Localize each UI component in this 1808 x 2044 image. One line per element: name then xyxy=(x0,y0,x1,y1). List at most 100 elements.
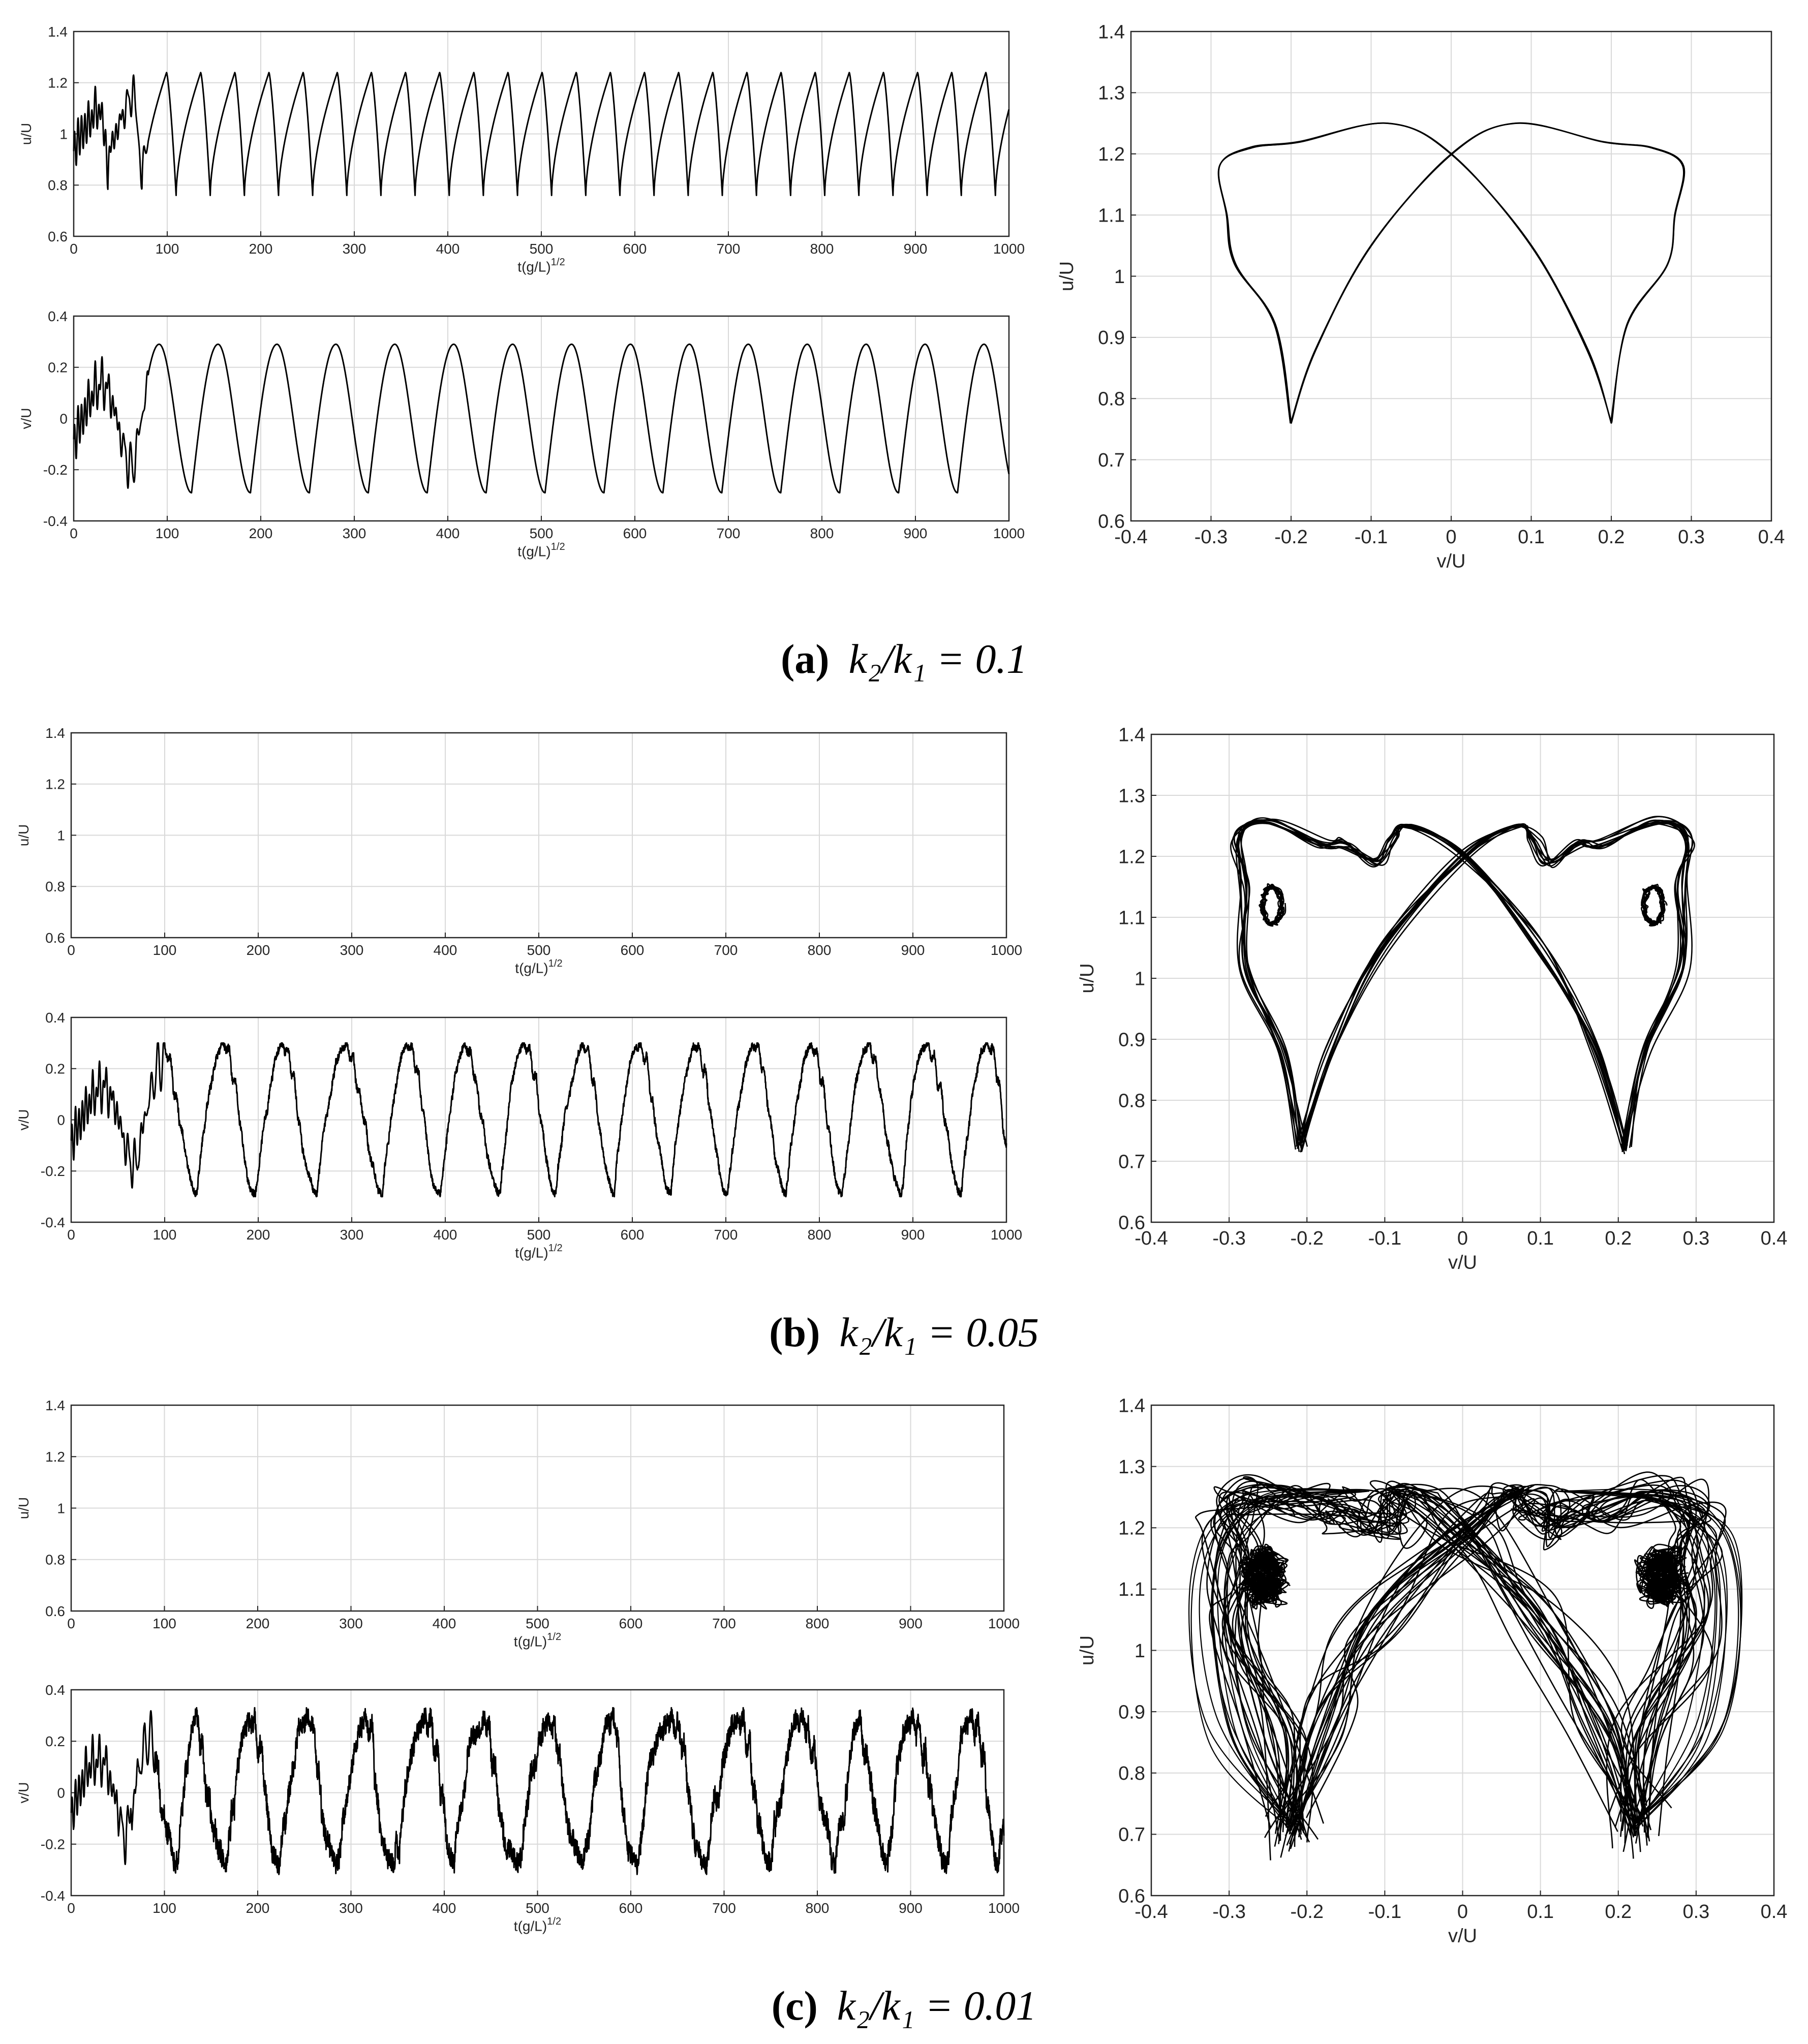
c-phase-trajectory-54 xyxy=(1206,1491,1630,1843)
a-phase-xtick-label-7: 0.3 xyxy=(1678,527,1705,548)
c-phase-xtick-label-8: 0.4 xyxy=(1761,1901,1788,1923)
c-phase-trajectory-74 xyxy=(1235,1484,1644,1841)
c-phase-xlabel: v/U xyxy=(1448,1926,1477,1947)
c-v-time-xtick-label-1: 100 xyxy=(152,1900,176,1916)
c-phase-trajectory-85 xyxy=(1639,1547,1689,1599)
b-phase-trajectory-37 xyxy=(1642,884,1668,927)
b-v-time-xtick-label-10: 1000 xyxy=(991,1227,1022,1243)
c-u-time-ytick-label-0: 0.6 xyxy=(45,1603,65,1619)
c-v-time-ytick-label-0: -0.4 xyxy=(41,1888,65,1904)
b-v-time-xtick-label-5: 500 xyxy=(527,1227,551,1243)
c-v-time-ytick-label-3: 0.2 xyxy=(45,1733,65,1749)
b-u-time-ytick-label-1: 0.8 xyxy=(45,879,65,894)
a-u-time-ytick-label-1: 0.8 xyxy=(48,177,68,193)
c-v-time-xtick-label-2: 200 xyxy=(246,1900,270,1916)
b-phase-xtick-label-0: -0.4 xyxy=(1135,1228,1168,1249)
a-u-time-xtick-label-3: 300 xyxy=(343,241,366,257)
c-v-time-ytick-label-2: 0 xyxy=(57,1785,65,1801)
b-phase-ytick-label-2: 0.8 xyxy=(1118,1090,1145,1111)
a-v-time-xtick-label-6: 600 xyxy=(623,525,647,541)
a-v-time-xtick-label-10: 1000 xyxy=(993,525,1025,541)
c-phase-trajectory-89 xyxy=(1223,1490,1369,1830)
caption-c: (c) k₂/k₁ = 0.01 xyxy=(0,1982,1808,2030)
c-phase-trajectory-58 xyxy=(1201,1482,1618,1832)
b-phase-ytick-label-0: 0.6 xyxy=(1118,1212,1145,1233)
a-u-time-series-line xyxy=(73,72,1010,196)
b-phase-xtick-label-7: 0.3 xyxy=(1682,1228,1709,1249)
c-phase-trajectory-64 xyxy=(1280,1484,1718,1858)
c-v-time-xtick-label-0: 0 xyxy=(67,1900,75,1916)
a-phase-ytick-label-5: 1.1 xyxy=(1098,205,1125,226)
a-v-time-xtick-label-5: 500 xyxy=(530,525,554,541)
a-u-time-xtick-label-10: 1000 xyxy=(993,241,1025,257)
a-phase-xtick-label-3: -0.1 xyxy=(1355,527,1388,548)
caption-b-label: (b) xyxy=(769,1309,820,1355)
b-phase-trajectory-36 xyxy=(1299,821,1693,1153)
b-phase-trajectory-39 xyxy=(1259,883,1286,927)
b-u-time-frame xyxy=(70,732,1007,939)
c-phase-trajectory-32 xyxy=(1289,1490,1690,1845)
c-u-time-xtick-label-9: 900 xyxy=(899,1616,923,1631)
b-u-time-ylabel: u/U xyxy=(16,824,32,847)
c-phase-ytick-label-2: 0.8 xyxy=(1118,1763,1145,1784)
b-v-time-xlabel: t(g/L)1/2 xyxy=(515,1243,562,1261)
c-phase-trajectory-92 xyxy=(1556,1489,1741,1823)
b-v-time-xtick-label-2: 200 xyxy=(247,1227,270,1243)
c-phase-trajectory-52 xyxy=(1288,1485,1695,1852)
c-u-time-ytick-label-2: 1 xyxy=(57,1500,65,1516)
a-phase-ytick-label-3: 0.9 xyxy=(1098,327,1125,349)
b-phase-ytick-label-7: 1.3 xyxy=(1118,785,1145,807)
a-v-time-xtick-label-1: 100 xyxy=(156,525,179,541)
b-phase-frame xyxy=(1150,733,1775,1223)
c-phase-trajectory-103 xyxy=(1227,1490,1369,1825)
b-u-time-xtick-label-5: 500 xyxy=(527,942,551,958)
a-u-time-xtick-label-9: 900 xyxy=(904,241,928,257)
c-phase-trajectory-102 xyxy=(1556,1490,1739,1825)
b-u-time-xtick-label-2: 200 xyxy=(247,942,270,958)
c-phase-ytick-label-6: 1.2 xyxy=(1118,1518,1145,1539)
a-phase-trajectory-4 xyxy=(1290,122,1684,424)
caption-c-label: (c) xyxy=(771,1983,818,2029)
a-phase-ylabel: u/U xyxy=(1056,261,1078,291)
c-phase-ytick-label-4: 1 xyxy=(1135,1640,1145,1662)
c-u-time-xtick-label-4: 400 xyxy=(433,1616,456,1631)
b-v-time-series-line xyxy=(70,1042,1007,1198)
a-phase-ytick-label-2: 0.8 xyxy=(1098,389,1125,410)
b-v-time-ytick-label-3: 0.2 xyxy=(45,1061,65,1077)
c-phase-trajectory-77 xyxy=(1645,1554,1677,1600)
b-v-time-ytick-label-1: -0.2 xyxy=(41,1163,65,1179)
b-phase-ylabel: u/U xyxy=(1077,963,1098,993)
c-u-time-ytick-label-1: 0.8 xyxy=(45,1552,65,1568)
a-phase-xtick-label-6: 0.2 xyxy=(1598,527,1625,548)
caption-b: (b) k₂/k₁ = 0.05 xyxy=(0,1309,1808,1356)
a-phase-xtick-label-1: -0.3 xyxy=(1194,527,1228,548)
c-phase-trajectory-106 xyxy=(1556,1490,1716,1831)
c-phase-trajectory-107 xyxy=(1199,1490,1369,1830)
c-phase-trajectory-87 xyxy=(1241,1545,1288,1608)
b-u-time-xlabel: t(g/L)1/2 xyxy=(515,958,562,976)
a-u-time-xtick-label-5: 500 xyxy=(530,241,554,257)
a-v-time-xtick-label-2: 200 xyxy=(249,525,273,541)
c-u-time-axes: 0 100 200 300 400 500 600 700 800 900 1000 0.6 0.8 1 1… xyxy=(16,1398,1020,1650)
b-v-time-frame xyxy=(70,1016,1007,1223)
a-phase-xlabel: v/U xyxy=(1437,551,1466,572)
c-phase-trajectory-48 xyxy=(1298,1489,1706,1838)
b-v-time-xtick-label-4: 400 xyxy=(434,1227,457,1243)
a-v-time-xtick-label-4: 400 xyxy=(436,525,460,541)
b-v-time-ytick-label-4: 0.4 xyxy=(45,1010,65,1026)
c-u-time-xlabel: t(g/L)1/2 xyxy=(514,1631,561,1650)
b-phase-ytick-label-6: 1.2 xyxy=(1118,846,1145,868)
a-phase-trajectory-5 xyxy=(1217,122,1612,424)
c-u-time-xtick-label-7: 700 xyxy=(712,1616,736,1631)
b-phase-xtick-label-1: -0.3 xyxy=(1212,1228,1245,1249)
b-v-time-ytick-label-2: 0 xyxy=(57,1112,65,1128)
a-phase-ytick-label-1: 0.7 xyxy=(1098,450,1125,471)
b-phase-ytick-label-3: 0.9 xyxy=(1118,1029,1145,1050)
c-v-time-frame xyxy=(70,1689,1005,1897)
b-u-time-ytick-label-0: 0.6 xyxy=(45,930,65,946)
c-phase-xtick-label-2: -0.2 xyxy=(1291,1901,1324,1923)
b-v-time-xtick-label-8: 800 xyxy=(808,1227,832,1243)
b-phase-trajectory-2 xyxy=(1232,821,1625,1150)
c-phase-trajectory-62 xyxy=(1234,1489,1627,1840)
